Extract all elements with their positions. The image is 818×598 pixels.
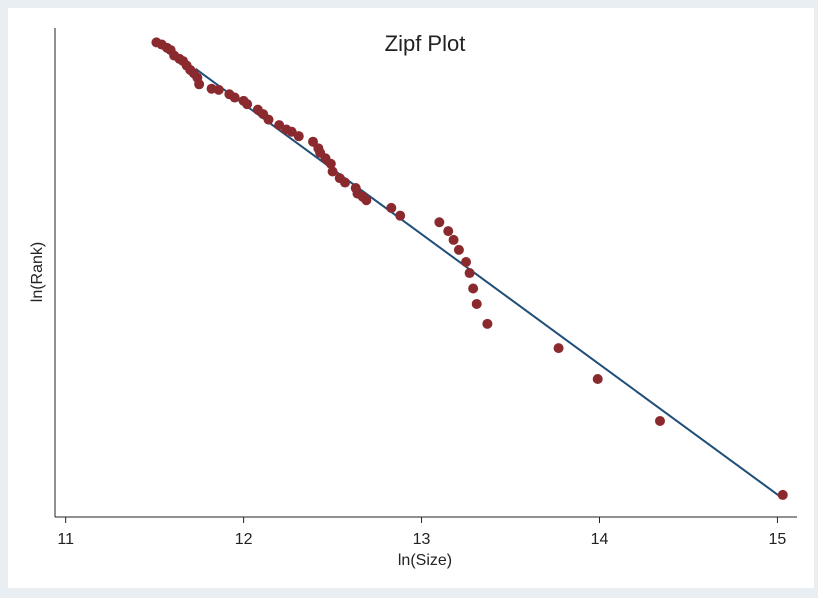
- point: [482, 318, 493, 329]
- point: [308, 136, 319, 147]
- point: [464, 268, 475, 279]
- fit-line: [194, 68, 782, 498]
- point: [213, 84, 224, 95]
- point: [468, 283, 479, 294]
- plot-background: [8, 8, 814, 588]
- x-tick-label: 14: [591, 531, 609, 548]
- point: [194, 79, 205, 90]
- point: [242, 99, 253, 110]
- point: [340, 177, 351, 188]
- x-tick-label: 12: [235, 531, 253, 548]
- point: [448, 234, 459, 245]
- x-tick-label: 13: [413, 531, 431, 548]
- point: [654, 415, 665, 426]
- x-tick-label: 11: [57, 531, 74, 548]
- point: [434, 217, 445, 228]
- point: [325, 158, 336, 169]
- y-axis-label: ln(Rank): [29, 242, 46, 302]
- x-axis-label: ln(Size): [398, 552, 452, 569]
- point: [453, 244, 464, 255]
- point: [229, 92, 240, 103]
- point: [553, 343, 564, 354]
- point: [361, 195, 372, 206]
- point: [777, 489, 788, 500]
- point: [461, 257, 472, 268]
- point: [327, 166, 338, 177]
- point: [395, 210, 406, 221]
- point: [386, 202, 397, 213]
- chart-title: Zipf Plot: [385, 31, 466, 56]
- point: [471, 298, 482, 309]
- point: [592, 374, 603, 385]
- point: [443, 226, 454, 237]
- x-tick-label: 15: [769, 531, 787, 548]
- point: [263, 114, 274, 125]
- point: [293, 131, 304, 142]
